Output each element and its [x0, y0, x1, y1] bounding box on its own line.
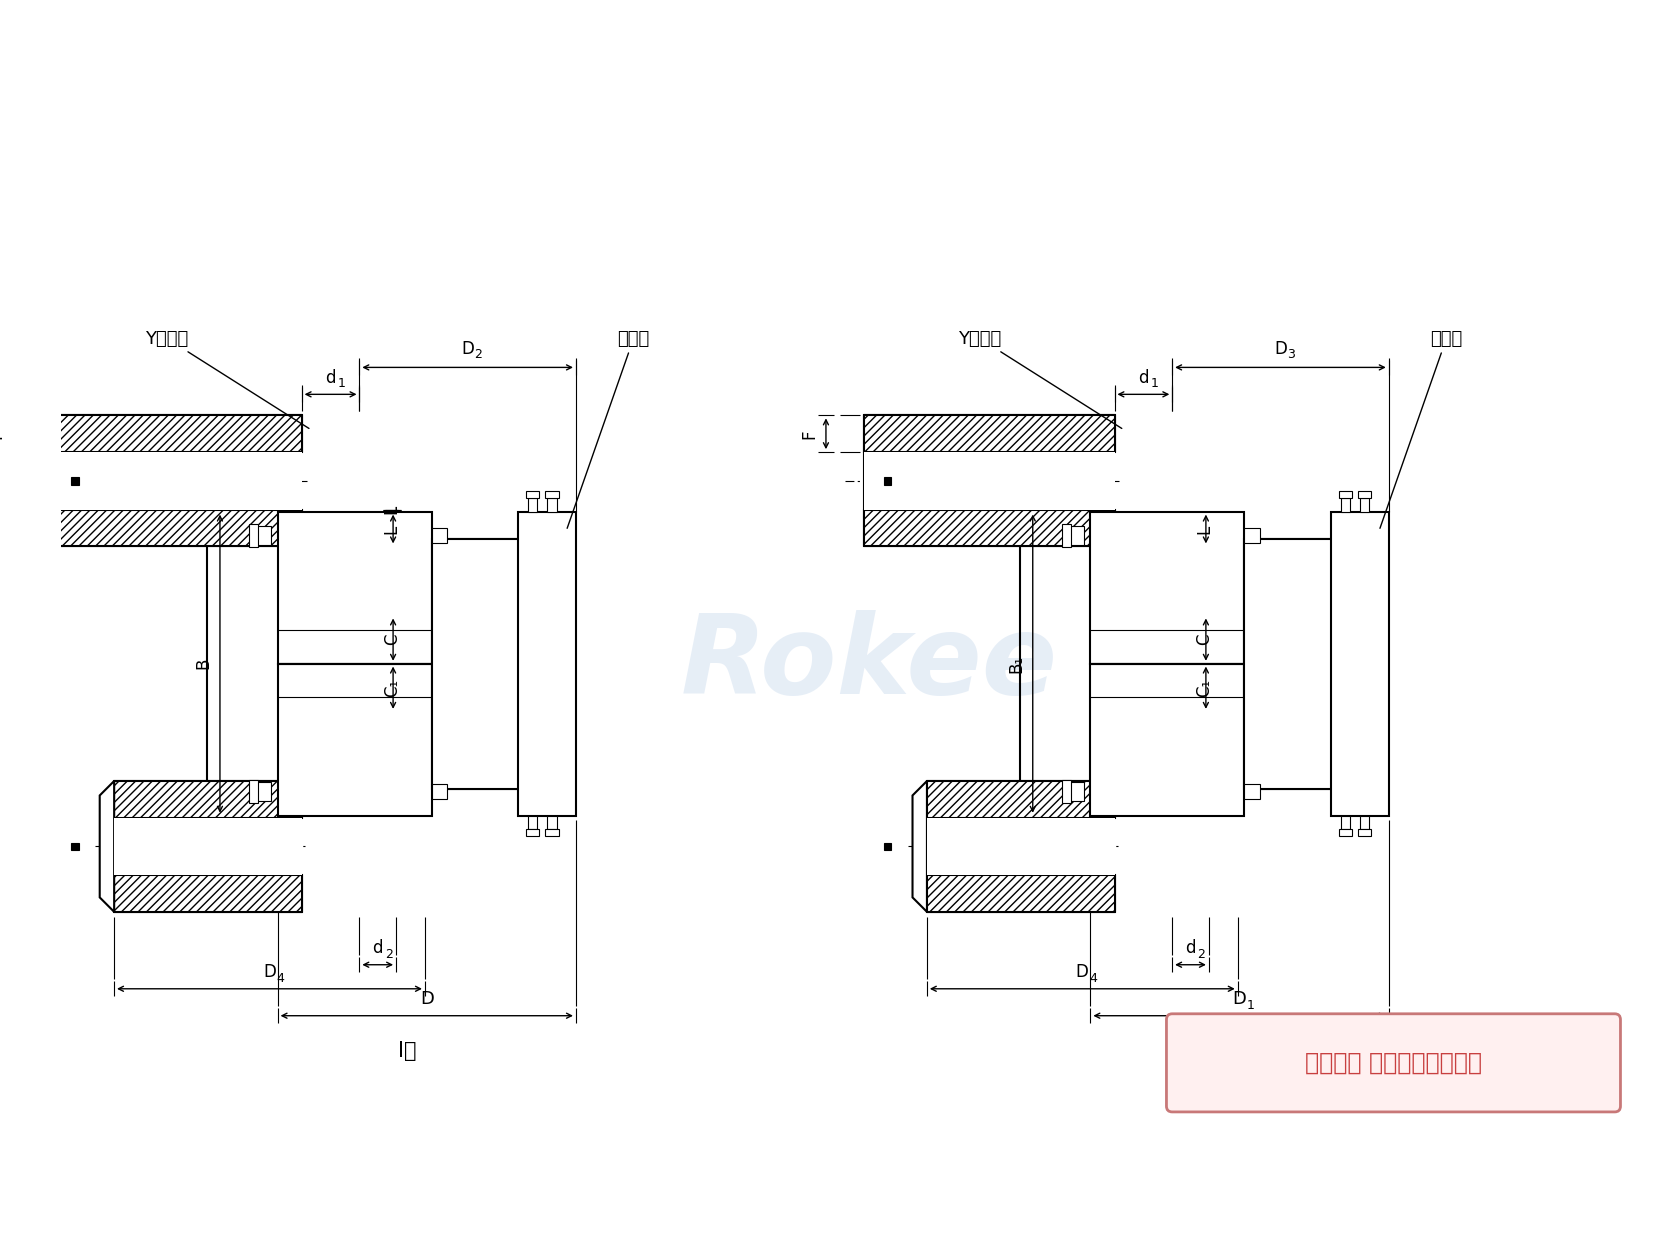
Bar	[432, 528, 447, 543]
Text: L: L	[383, 524, 402, 534]
Text: 注油孔: 注油孔	[1379, 330, 1463, 528]
Text: C: C	[383, 634, 402, 645]
Polygon shape	[114, 876, 302, 912]
Text: Y型轴孔: Y型轴孔	[146, 330, 309, 428]
Text: d: d	[1186, 939, 1196, 958]
Text: 4: 4	[1089, 971, 1097, 984]
Bar	[1245, 784, 1260, 799]
Polygon shape	[927, 876, 1114, 912]
Bar	[1245, 538, 1364, 789]
Text: B: B	[195, 658, 212, 669]
Bar	[254, 782, 270, 801]
Polygon shape	[114, 781, 302, 818]
Polygon shape	[927, 781, 1114, 818]
Bar	[71, 843, 79, 851]
Text: F: F	[0, 428, 5, 438]
Text: Y型轴孔: Y型轴孔	[958, 330, 1122, 428]
Text: d: d	[373, 939, 383, 958]
Text: 版权所有 侵权必被严厉追究: 版权所有 侵权必被严厉追究	[1305, 1051, 1482, 1075]
Text: 3: 3	[1287, 348, 1295, 362]
Bar	[1062, 524, 1072, 547]
Polygon shape	[52, 416, 302, 452]
Text: 注油孔: 注油孔	[568, 330, 650, 528]
Polygon shape	[99, 781, 114, 912]
Bar	[544, 829, 558, 835]
Text: D: D	[264, 963, 276, 982]
Text: D: D	[1273, 340, 1287, 358]
Text: 1: 1	[1151, 377, 1158, 391]
Bar	[432, 538, 551, 789]
Bar	[884, 478, 892, 485]
Bar	[1339, 491, 1352, 498]
Bar	[1357, 829, 1371, 835]
Polygon shape	[865, 416, 1114, 452]
Bar	[1062, 780, 1072, 803]
Text: Rokee: Rokee	[680, 610, 1058, 717]
Bar	[1067, 782, 1084, 801]
Text: II型: II型	[1210, 1013, 1231, 1032]
Polygon shape	[52, 510, 302, 547]
Bar	[544, 491, 558, 498]
Bar	[1090, 512, 1245, 664]
Polygon shape	[912, 781, 927, 912]
Text: 1: 1	[1247, 999, 1255, 1012]
Text: D: D	[1233, 990, 1247, 1008]
Text: C₁: C₁	[383, 679, 402, 697]
Bar	[884, 843, 892, 851]
Text: C₁: C₁	[1196, 679, 1213, 697]
Text: D: D	[420, 990, 433, 1008]
Polygon shape	[865, 510, 1114, 547]
Bar	[528, 498, 538, 512]
Text: 2: 2	[385, 948, 393, 960]
Text: D: D	[462, 340, 474, 358]
Text: I型: I型	[398, 1041, 417, 1061]
Bar	[517, 512, 576, 815]
Bar	[1339, 829, 1352, 835]
Text: L: L	[383, 505, 402, 514]
Bar	[114, 818, 302, 876]
FancyBboxPatch shape	[1166, 1014, 1621, 1111]
Bar	[1067, 527, 1084, 546]
Bar	[249, 780, 259, 803]
Bar	[1357, 491, 1371, 498]
Bar	[71, 478, 79, 485]
Text: 1: 1	[338, 377, 346, 391]
Text: 2: 2	[474, 348, 482, 362]
Bar	[249, 524, 259, 547]
Text: d: d	[326, 369, 336, 387]
Bar	[277, 664, 432, 815]
Bar	[1359, 815, 1369, 829]
Bar	[1090, 664, 1245, 815]
Bar	[1331, 512, 1389, 815]
Bar	[548, 498, 556, 512]
Bar	[526, 829, 539, 835]
Text: F: F	[800, 428, 818, 438]
Text: C: C	[1196, 634, 1213, 645]
Bar	[865, 452, 1114, 510]
Text: L: L	[1196, 524, 1213, 534]
Bar	[52, 452, 302, 510]
Bar	[526, 491, 539, 498]
Text: d: d	[1137, 369, 1149, 387]
Bar	[1341, 815, 1351, 829]
Text: 2: 2	[1198, 948, 1205, 960]
Bar	[432, 784, 447, 799]
Bar	[528, 815, 538, 829]
Bar	[277, 512, 432, 664]
Bar	[1341, 498, 1351, 512]
Bar	[1245, 528, 1260, 543]
Bar	[927, 818, 1114, 876]
Bar	[548, 815, 556, 829]
Text: 4: 4	[277, 971, 284, 984]
Bar	[254, 527, 270, 546]
Text: D: D	[1075, 963, 1089, 982]
Bar	[1359, 498, 1369, 512]
Text: B₁: B₁	[1006, 655, 1025, 673]
